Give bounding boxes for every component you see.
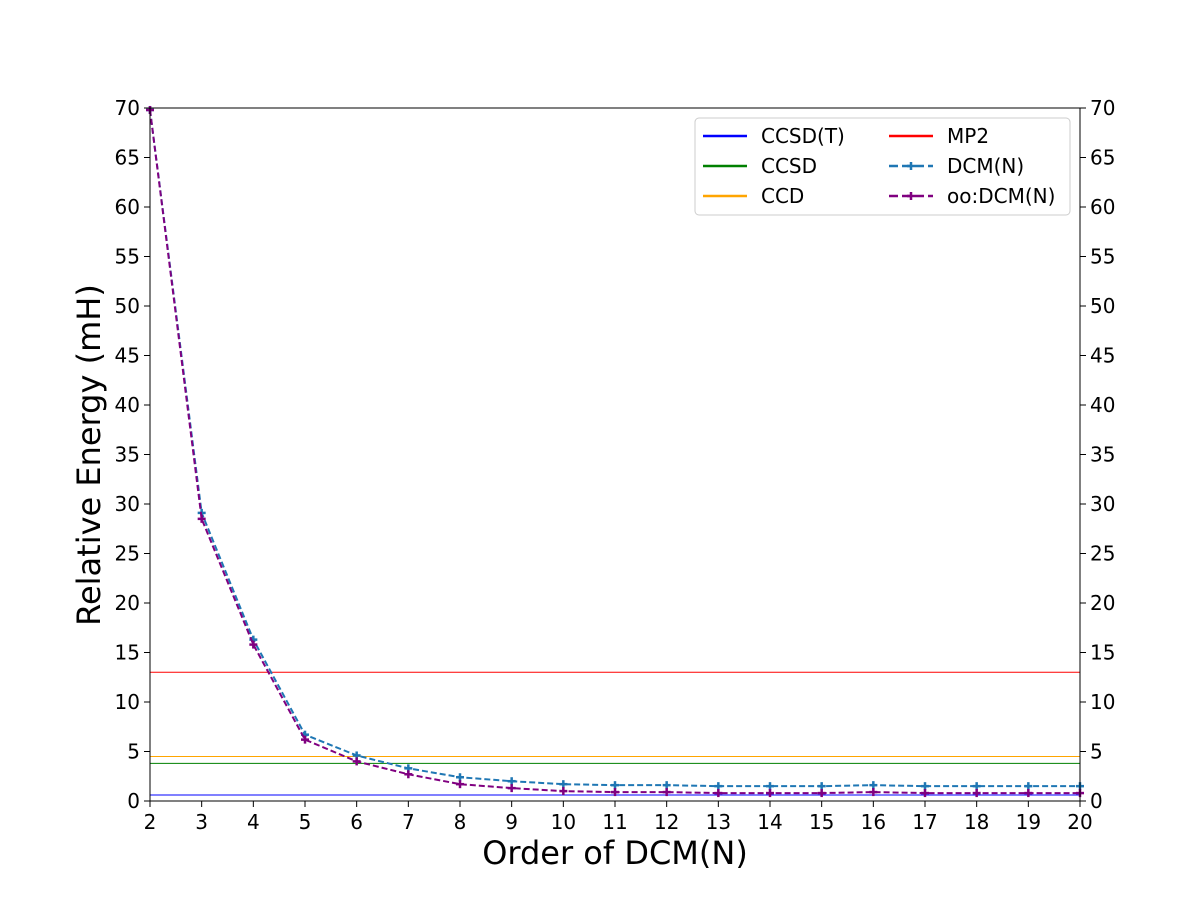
data-point-oo-dcm-n: [249, 640, 258, 649]
data-point-dcm-n: [611, 781, 619, 790]
y-tick-label: 65: [115, 146, 140, 170]
data-point-oo-dcm-n: [662, 788, 671, 797]
x-tick-label: 10: [551, 810, 576, 834]
data-point-oo-dcm-n: [456, 780, 464, 789]
legend-item-ccsd: CCSD: [703, 154, 817, 178]
right-y-tick-label: 20: [1090, 591, 1115, 615]
x-tick-label: 12: [654, 810, 679, 834]
legend-label: oo:DCM(N): [947, 184, 1055, 208]
legend-item-dcm-n: DCM(N): [889, 154, 1024, 178]
x-tick-label: 19: [1016, 810, 1041, 834]
x-tick-label: 17: [912, 810, 937, 834]
y-tick-label: 55: [115, 245, 140, 269]
legend: CCSD(T) CCSD CCD MP2 DCM(N) oo:DCM(N): [694, 117, 1071, 216]
right-y-tick-label: 40: [1090, 393, 1115, 417]
data-point-oo-dcm-n: [869, 788, 878, 797]
data-point-dcm-n: [972, 782, 981, 791]
y-tick-label: 5: [127, 740, 140, 764]
data-point-dcm-n: [662, 781, 671, 790]
legend-label: CCSD(T): [761, 124, 845, 148]
legend-label: DCM(N): [947, 154, 1024, 178]
data-point-oo-dcm-n: [817, 789, 826, 798]
data-point-dcm-n: [817, 782, 826, 791]
legend-label: CCSD: [761, 154, 817, 178]
x-tick-label: 6: [350, 810, 363, 834]
data-series: [146, 105, 1084, 798]
data-point-oo-dcm-n: [559, 787, 568, 796]
data-point-oo-dcm-n: [611, 788, 619, 797]
right-y-tick-label: 5: [1090, 740, 1103, 764]
legend-item-mp2: MP2: [889, 124, 989, 148]
y-tick-label: 30: [115, 492, 140, 516]
x-tick-label: 18: [964, 810, 989, 834]
y-tick-label: 10: [115, 690, 140, 714]
data-point-oo-dcm-n: [352, 757, 361, 766]
y-tick-label: 0: [127, 789, 140, 813]
data-point-oo-dcm-n: [197, 514, 206, 523]
right-y-tick-label: 35: [1090, 443, 1115, 467]
right-y-tick-label: 25: [1090, 542, 1115, 566]
legend-item-oo-dcm-n: oo:DCM(N): [889, 184, 1055, 208]
x-tick-label: 15: [809, 810, 834, 834]
y-tick-label: 15: [115, 641, 140, 665]
right-y-tick-label: 55: [1090, 245, 1115, 269]
x-tick-label: 7: [402, 810, 415, 834]
data-point-dcm-n: [714, 782, 723, 791]
x-tick-label: 13: [706, 810, 731, 834]
legend-item-ccsd-t: CCSD(T): [703, 124, 845, 148]
legend-label: MP2: [947, 124, 989, 148]
x-tick-label: 11: [602, 810, 627, 834]
right-y-tick-label: 10: [1090, 690, 1115, 714]
y-tick-label: 45: [115, 344, 140, 368]
right-y-tick-label: 60: [1090, 195, 1115, 219]
x-tick-label: 16: [861, 810, 886, 834]
y-axis-left: 0 5 10 15 20 25 30 35 40 45 50 55 60 65 70: [115, 96, 150, 813]
legend-box: [694, 117, 1071, 216]
data-point-oo-dcm-n: [301, 735, 309, 744]
legend-label: CCD: [761, 184, 804, 208]
x-axis-title: Order of DCM(N): [482, 834, 748, 872]
data-point-oo-dcm-n: [507, 784, 516, 793]
y-tick-label: 50: [115, 294, 140, 318]
data-point-dcm-n: [559, 780, 568, 789]
data-point-dcm-n: [507, 777, 516, 786]
y-axis-right: 0 5 10 15 20 25 30 35 40 45 50 55 60 65 70: [1080, 96, 1115, 813]
x-tick-label: 3: [195, 810, 208, 834]
x-tick-label: 14: [757, 810, 782, 834]
x-axis: 2 3 4 5 6 7 8 9 10 11 12 13 14 15 16 17 18 19 20: [144, 801, 1093, 834]
x-tick-label: 5: [299, 810, 312, 834]
right-y-tick-label: 30: [1090, 492, 1115, 516]
y-axis-title: Relative Energy (mH): [70, 284, 108, 626]
x-tick-label: 8: [454, 810, 467, 834]
data-point-oo-dcm-n: [404, 770, 413, 779]
data-point-dcm-n: [456, 773, 464, 782]
data-point-oo-dcm-n: [714, 789, 723, 798]
data-point-dcm-n: [766, 782, 774, 791]
data-point-oo-dcm-n: [972, 789, 981, 798]
data-point-dcm-n: [921, 782, 929, 791]
legend-item-ccd: CCD: [703, 184, 804, 208]
data-point-dcm-n: [869, 781, 878, 790]
x-tick-label: 2: [144, 810, 157, 834]
x-tick-label: 4: [247, 810, 260, 834]
data-point-oo-dcm-n: [1024, 789, 1033, 798]
right-y-tick-label: 70: [1090, 96, 1115, 120]
right-y-tick-label: 65: [1090, 146, 1115, 170]
right-y-tick-label: 0: [1090, 789, 1103, 813]
y-tick-label: 60: [115, 195, 140, 219]
right-y-tick-label: 15: [1090, 641, 1115, 665]
right-y-tick-label: 50: [1090, 294, 1115, 318]
y-tick-label: 25: [115, 542, 140, 566]
x-tick-label: 20: [1067, 810, 1092, 834]
y-tick-label: 35: [115, 443, 140, 467]
right-y-tick-label: 45: [1090, 344, 1115, 368]
data-point-oo-dcm-n: [766, 789, 774, 798]
data-point-oo-dcm-n: [921, 789, 929, 798]
y-tick-label: 20: [115, 591, 140, 615]
data-point-dcm-n: [1024, 782, 1033, 791]
y-tick-label: 40: [115, 393, 140, 417]
y-tick-label: 70: [115, 96, 140, 120]
x-tick-label: 9: [505, 810, 518, 834]
